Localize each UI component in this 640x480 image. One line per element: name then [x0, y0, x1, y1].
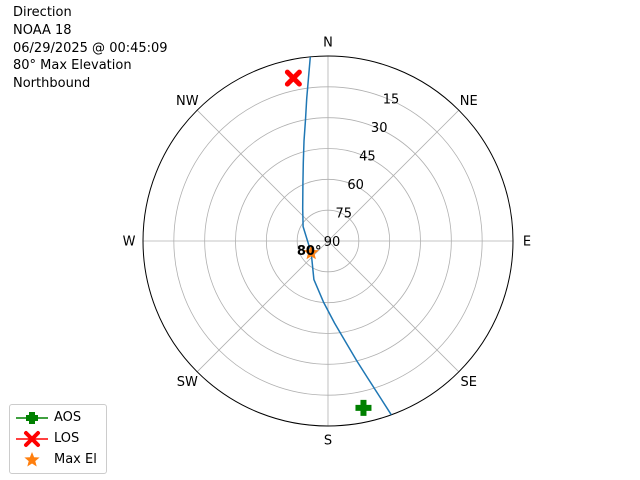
elevation-tick-90: 90 — [324, 235, 341, 250]
aos-marker — [355, 399, 372, 416]
chart-legend: AOS LOS Max El — [9, 404, 107, 474]
max-el-marker — [303, 244, 319, 260]
direction-label-e: E — [523, 235, 531, 250]
axis-labels: N NE E SE S SW W NW 15 30 45 60 75 90 — [123, 36, 532, 449]
elevation-tick-45: 45 — [359, 150, 376, 165]
polar-border — [142, 55, 514, 427]
direction-label-w: W — [123, 235, 136, 250]
info-line-max-elevation: 80° Max Elevation — [13, 58, 132, 74]
direction-label-nw: NW — [176, 94, 199, 109]
info-line-satellite: NOAA 18 — [13, 22, 72, 38]
elevation-tick-75: 75 — [336, 207, 353, 222]
legend-item-max-el: Max El — [10, 450, 106, 470]
direction-label-ne: NE — [460, 94, 478, 109]
legend-aos-icon — [16, 412, 48, 424]
los-marker — [284, 69, 302, 87]
elevation-tick-15: 15 — [383, 93, 400, 108]
pass-track-layer — [301, 56, 392, 416]
direction-label-se: SE — [460, 375, 476, 390]
info-line-direction: Northbound — [13, 76, 91, 92]
grid-spoke-ne — [327, 109, 460, 242]
legend-label-aos: AOS — [54, 410, 82, 425]
legend-label-max-el: Max El — [54, 452, 97, 467]
direction-label-s: S — [324, 434, 332, 449]
pass-info-text: Direction NOAA 18 06/29/2025 @ 00:45:09 … — [13, 4, 168, 93]
info-line-title: Direction — [13, 5, 72, 20]
polar-grid — [142, 55, 514, 427]
grid-spoke-sw — [196, 240, 329, 373]
elevation-tick-30: 30 — [371, 121, 388, 136]
grid-spoke-se — [327, 240, 460, 373]
max-el-label: 80° — [297, 244, 322, 259]
legend-label-los: LOS — [54, 431, 80, 446]
direction-label-sw: SW — [177, 375, 198, 390]
legend-item-aos: AOS — [10, 408, 106, 428]
series-line-pass-track — [301, 56, 392, 416]
elevation-tick-60: 60 — [347, 178, 364, 193]
grid-spoke-nw — [196, 109, 329, 242]
legend-los-icon — [16, 431, 48, 447]
legend-item-los: LOS — [10, 429, 106, 449]
pass-markers: 80° — [284, 69, 372, 416]
direction-label-n: N — [323, 36, 333, 51]
info-line-datetime: 06/29/2025 @ 00:45:09 — [13, 40, 168, 56]
legend-max-el-icon — [24, 452, 40, 467]
